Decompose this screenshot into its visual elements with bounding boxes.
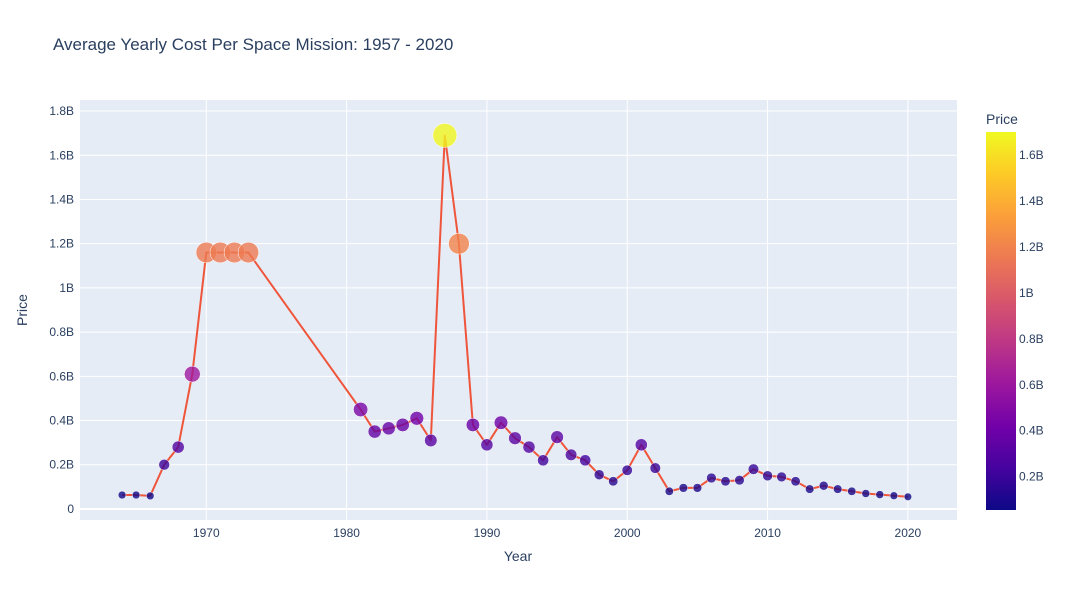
y-tick-label: 1.2B [49, 237, 74, 251]
data-point[interactable] [692, 483, 703, 493]
y-tick-label: 0.2B [49, 458, 74, 472]
x-tick-label: 2010 [754, 526, 781, 540]
x-tick-label: 1990 [474, 526, 501, 540]
data-point[interactable] [621, 464, 633, 476]
data-point[interactable] [565, 448, 578, 461]
y-tick-label: 1.4B [49, 192, 74, 206]
data-point[interactable] [448, 233, 470, 255]
data-point[interactable] [875, 490, 885, 499]
colorbar-ticks: 0.2B 0.4B 0.6B 0.8B 1B 1.2B 1.4B 1.6B [1019, 148, 1044, 484]
data-point[interactable] [508, 431, 522, 445]
y-tick-label: 0.4B [49, 414, 74, 428]
data-point[interactable] [608, 476, 619, 487]
data-point[interactable] [847, 486, 857, 496]
data-point[interactable] [353, 402, 369, 417]
y-tick-label: 1.8B [49, 104, 74, 118]
data-point[interactable] [184, 365, 201, 383]
markers-group [117, 123, 912, 501]
data-point[interactable] [649, 462, 661, 474]
colorbar-tick-label: 1.6B [1019, 148, 1044, 162]
colorbar [986, 132, 1016, 510]
colorbar-tick-label: 0.8B [1019, 332, 1044, 346]
gridlines [80, 100, 957, 520]
colorbar-tick-label: 1.2B [1019, 240, 1044, 254]
data-point[interactable] [522, 440, 536, 454]
data-point[interactable] [734, 475, 745, 486]
y-tick-label: 0.8B [49, 325, 74, 339]
colorbar-tick-label: 0.2B [1019, 470, 1044, 484]
data-point[interactable] [720, 476, 731, 487]
data-point[interactable] [237, 241, 259, 264]
data-point[interactable] [395, 417, 410, 432]
x-axis-ticks: 1970 1980 1990 2000 2010 2020 [193, 526, 922, 540]
data-point[interactable] [579, 454, 592, 467]
data-point[interactable] [678, 483, 689, 493]
data-point[interactable] [537, 454, 549, 467]
y-axis-ticks: 0 0.2B 0.4B 0.6B 0.8B 1B 1.2B 1.4B 1.6B 1.8B [49, 104, 74, 516]
data-point[interactable] [762, 470, 773, 482]
data-point[interactable] [158, 459, 170, 471]
data-point[interactable] [117, 490, 127, 500]
y-tick-label: 1B [59, 281, 74, 295]
data-point[interactable] [706, 472, 717, 484]
x-tick-label: 1980 [333, 526, 360, 540]
data-point[interactable] [664, 486, 674, 496]
data-point[interactable] [432, 123, 458, 148]
data-point[interactable] [747, 463, 760, 475]
data-point[interactable] [634, 438, 648, 452]
y-tick-label: 1.6B [49, 148, 74, 162]
colorbar-title: Price [986, 111, 1018, 127]
colorbar-tick-label: 1B [1019, 286, 1034, 300]
data-point[interactable] [146, 491, 155, 501]
data-point[interactable] [818, 480, 829, 491]
plot-area [80, 100, 957, 520]
y-tick-label: 0 [67, 502, 74, 516]
x-tick-label: 2020 [895, 526, 922, 540]
data-point[interactable] [903, 492, 912, 501]
data-point[interactable] [409, 411, 424, 426]
data-point[interactable] [171, 440, 185, 454]
data-point[interactable] [790, 476, 801, 487]
chart-title: Average Yearly Cost Per Space Mission: 1… [53, 35, 453, 54]
y-axis-title: Price [14, 294, 30, 326]
data-point[interactable] [861, 489, 871, 498]
data-point[interactable] [550, 430, 564, 444]
data-point[interactable] [493, 415, 509, 430]
data-point[interactable] [833, 484, 843, 494]
data-point[interactable] [805, 484, 815, 494]
data-point[interactable] [424, 433, 438, 447]
data-point[interactable] [367, 424, 382, 439]
x-axis-title: Year [504, 548, 533, 564]
data-point[interactable] [131, 490, 141, 500]
colorbar-tick-label: 0.6B [1019, 378, 1044, 392]
colorbar-tick-label: 0.4B [1019, 424, 1044, 438]
data-point[interactable] [465, 417, 480, 432]
data-point[interactable] [593, 469, 605, 480]
data-point[interactable] [776, 471, 787, 483]
x-tick-label: 2000 [614, 526, 641, 540]
y-tick-label: 0.6B [49, 369, 74, 383]
x-tick-label: 1970 [193, 526, 220, 540]
colorbar-tick-label: 1.4B [1019, 194, 1044, 208]
data-point[interactable] [480, 438, 494, 452]
data-point[interactable] [889, 491, 899, 500]
data-point[interactable] [381, 421, 396, 436]
